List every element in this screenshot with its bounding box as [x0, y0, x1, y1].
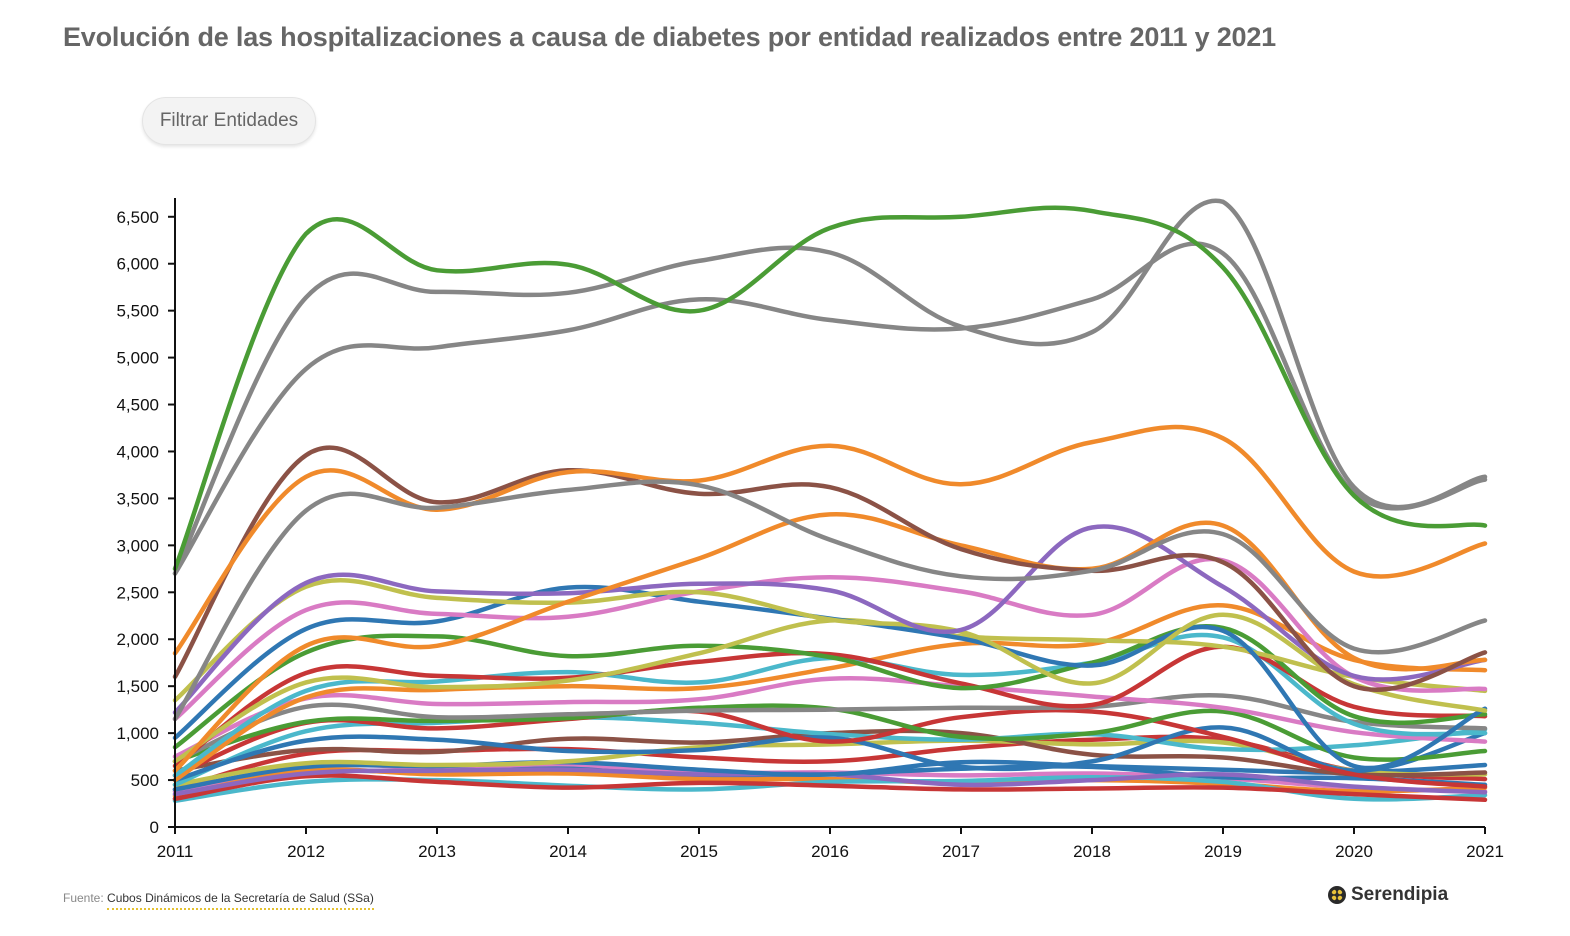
x-axis-ticks: 2011 2012 2013 2014 2015 2016 2017 2018 2019 2020…: [157, 827, 1504, 861]
y-tick-label: 1,500: [116, 677, 159, 696]
y-tick-label: 3,000: [116, 536, 159, 555]
series-line[interactable]: [172, 512, 1488, 773]
y-tick-label: 4,500: [116, 396, 159, 415]
y-tick-label: 6,000: [116, 255, 159, 274]
y-tick-label: 2,000: [116, 630, 159, 649]
y-tick-label: 500: [131, 771, 159, 790]
x-tick-label: 2019: [1204, 842, 1242, 861]
y-tick-label: 2,500: [116, 583, 159, 602]
serendipia-logo-icon: [1328, 886, 1346, 904]
x-tick-label: 2013: [418, 842, 456, 861]
series-line[interactable]: [172, 578, 1488, 713]
series-line[interactable]: [172, 241, 1488, 576]
x-tick-label: 2017: [942, 842, 980, 861]
x-tick-label: 2012: [287, 842, 325, 861]
x-tick-label: 2018: [1073, 842, 1111, 861]
series-line[interactable]: [172, 692, 1488, 764]
series-line[interactable]: [172, 644, 1488, 769]
series-line[interactable]: [172, 624, 1488, 750]
series-line[interactable]: [172, 773, 1488, 803]
series-line[interactable]: [172, 675, 1488, 759]
series-line[interactable]: [172, 725, 1488, 783]
y-axis-ticks: 0 500 1,000 1,500 2,000 2,500 3,000 3,500 4,000 4…: [116, 208, 175, 837]
series-line[interactable]: [172, 479, 1488, 722]
x-tick-label: 2016: [811, 842, 849, 861]
series-line[interactable]: [172, 198, 1488, 576]
source-note: Fuente: Cubos Dinámicos de la Secretaría…: [63, 891, 374, 910]
series-line[interactable]: [172, 556, 1488, 722]
y-tick-label: 6,500: [116, 208, 159, 227]
series-lines: [172, 198, 1488, 803]
series-line[interactable]: [172, 445, 1488, 693]
series-line[interactable]: [172, 707, 1488, 789]
y-tick-label: 5,000: [116, 349, 159, 368]
brand-logo[interactable]: Serendipia: [1328, 884, 1448, 906]
y-tick-label: 0: [150, 818, 159, 837]
source-link[interactable]: Cubos Dinámicos de la Secretaría de Salu…: [107, 891, 374, 910]
brand-name: Serendipia: [1351, 884, 1449, 905]
chart-title: Evolución de las hospitalizaciones a cau…: [63, 22, 1276, 52]
series-line[interactable]: [172, 524, 1488, 715]
series-line[interactable]: [172, 424, 1488, 656]
x-tick-label: 2015: [680, 842, 718, 861]
y-tick-label: 1,000: [116, 724, 159, 743]
x-tick-label: 2011: [157, 842, 194, 861]
y-tick-label: 3,500: [116, 489, 159, 508]
series-line[interactable]: [172, 205, 1488, 572]
x-tick-label: 2020: [1335, 842, 1373, 861]
x-tick-label: 2021: [1466, 842, 1504, 861]
source-prefix: Fuente:: [63, 891, 104, 905]
y-tick-label: 5,500: [116, 302, 159, 321]
x-tick-label: 2014: [549, 842, 587, 861]
filter-entities-button[interactable]: Filtrar Entidades: [142, 97, 316, 145]
y-tick-label: 4,000: [116, 442, 159, 461]
